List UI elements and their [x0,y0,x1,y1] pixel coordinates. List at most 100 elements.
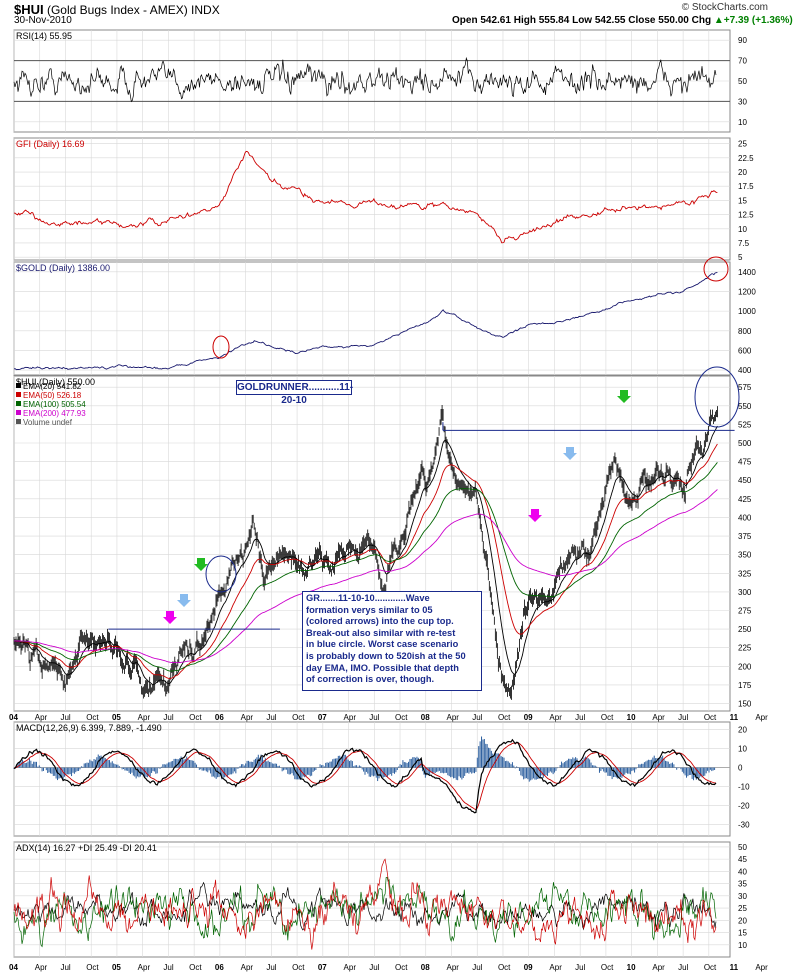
green-down-arrow-icon [194,558,208,571]
x-tick-label: Apr [446,963,459,972]
commentary-line: in blue circle. Worst case scenario [306,639,459,650]
green-down-arrow-icon [617,390,631,403]
y-tick-label: 225 [738,644,752,653]
ema-line [13,443,718,680]
x-tick-label: 07 [318,713,327,722]
commentary-line: GR.......11-10-10............Wave [306,593,430,603]
y-tick-label: 10 [738,745,747,754]
y-tick-label: 15 [738,196,747,205]
ohlc-readout: Open 542.61 High 555.84 Low 542.55 Close… [452,15,793,26]
x-tick-label: 10 [627,713,636,722]
blue-down-arrow-icon [563,447,577,460]
x-tick-label: Jul [266,963,276,972]
x-tick-label: Oct [292,713,305,722]
legend-entry: EMA(200) 477.93 [23,409,86,418]
y-tick-label: 20 [738,726,747,735]
commentary-line: day EMA, IMO. Possible that depth [306,662,459,673]
x-tick-label: Jul [678,713,688,722]
x-tick-label: Jul [369,963,379,972]
x-tick-label: Apr [344,713,357,722]
y-tick-label: 22.5 [738,154,754,163]
y-tick-label: -10 [738,783,750,792]
y-tick-label: 10 [738,941,747,950]
commentary-line: (colored arrows) into the cup top. [306,616,454,627]
commentary-line: of correction is over, though. [306,674,435,685]
macd-signal-line [14,742,716,811]
goldrunner-label: GOLDRUNNER...........11-20-10 [236,380,354,406]
y-tick-label: 50 [738,843,747,852]
legend-swatch [16,401,21,406]
x-tick-label: Jul [678,963,688,972]
commentary-line: is probably down to 520ish at the 50 [306,650,466,661]
x-tick-label: Apr [549,963,562,972]
panel-title: MACD(12,26,9) 6.399, 7.889, -1.490 [16,723,162,733]
x-tick-label: Apr [138,963,151,972]
x-tick-label: Apr [652,713,665,722]
y-tick-label: 375 [738,532,752,541]
x-tick-label: Apr [35,713,48,722]
x-tick-label: Jul [472,713,482,722]
y-tick-label: 25 [738,140,747,149]
x-tick-label: Oct [395,713,408,722]
y-tick-label: 25 [738,904,747,913]
x-tick-label: Jul [575,963,585,972]
commentary-line: formation verys similar to 05 [306,604,433,615]
y-tick-label: 450 [738,476,752,485]
x-tick-label: 08 [421,713,430,722]
x-tick-label: Jul [60,713,70,722]
cup-top-circle [694,366,740,428]
y-tick-label: 575 [738,383,752,392]
panel-frame [13,721,731,837]
x-tick-label: Jul [575,713,585,722]
y-tick-label: -20 [738,802,750,811]
high-value: 555.84 [538,15,570,26]
panel-title: ADX(14) 16.27 +DI 25.49 -DI 20.41 [16,843,157,853]
x-tick-label: Oct [86,963,99,972]
x-tick-label: Apr [138,713,151,722]
rsi-series-line [13,56,717,103]
commentary-box: GR.......11-10-10............Wave format… [302,591,482,691]
y-tick-label: 1200 [738,287,756,296]
open-label: Open [452,15,478,26]
x-tick-label: Apr [549,713,562,722]
y-tick-label: 350 [738,551,752,560]
chart-title: $HUI (Gold Bugs Index - AMEX) INDX [14,2,220,17]
y-tick-label: 1400 [738,268,756,277]
x-tick-label: 06 [215,963,224,972]
x-tick-label: 11 [730,963,739,972]
panel-frame [13,137,731,261]
x-tick-label: Oct [498,963,511,972]
y-tick-label: 10 [738,118,747,127]
index-name: (Gold Bugs Index - AMEX) INDX [46,3,220,17]
legend-swatch [16,383,21,388]
x-tick-label: 05 [112,713,121,722]
y-tick-label: 30 [738,892,747,901]
panel-title: $GOLD (Daily) 1386.00 [16,263,110,273]
legend-entry: EMA(100) 505.54 [23,400,86,409]
y-tick-label: 325 [738,569,752,578]
x-tick-label: Jul [369,713,379,722]
x-tick-label: Apr [652,963,665,972]
x-tick-label: Apr [35,963,48,972]
y-tick-label: 550 [738,402,752,411]
y-tick-label: 5 [738,253,743,262]
y-tick-label: 475 [738,458,752,467]
y-tick-label: 0 [738,764,743,773]
breakout-circle [205,555,237,593]
x-tick-label: Jul [163,963,173,972]
panel-title: GFI (Daily) 16.69 [16,139,85,149]
x-tick-label: 04 [9,713,18,722]
y-tick-label: 50 [738,77,747,86]
legend-swatch [16,410,21,415]
x-tick-label: Apr [446,713,459,722]
y-tick-label: 70 [738,57,747,66]
y-tick-label: 800 [738,327,752,336]
panel-title: $HUI (Daily) 550.00 [16,377,95,387]
y-tick-label: 30 [738,97,747,106]
y-tick-label: 175 [738,681,752,690]
gold-series-line [13,271,718,371]
y-tick-label: 275 [738,607,752,616]
y-tick-label: 35 [738,880,747,889]
y-tick-label: 525 [738,420,752,429]
x-tick-label: Jul [266,713,276,722]
